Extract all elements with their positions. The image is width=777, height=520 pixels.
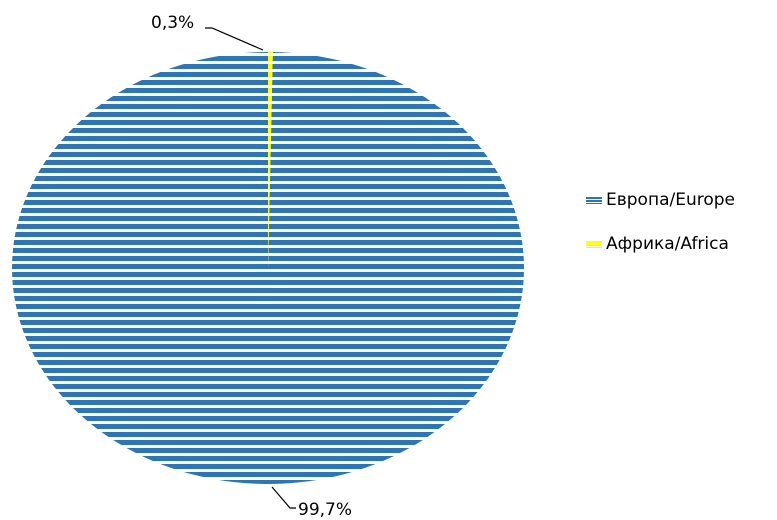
legend-swatch-africa [586,240,602,248]
pie-slice-africa [268,52,273,268]
legend-swatch-europe [586,196,602,204]
legend-label-europe: Европа/Europe [606,190,735,210]
chart-legend: Европа/Europe Африка/Africa [586,190,735,278]
data-label-africa: 0,3% [151,13,194,33]
legend-label-africa: Африка/Africa [606,234,729,254]
pie-slice-europe [11,52,524,484]
leader-line-europe [271,486,296,509]
legend-item-europe: Европа/Europe [586,190,735,210]
legend-item-africa: Африка/Africa [586,234,735,254]
data-label-europe: 99,7% [298,500,352,520]
leader-line-africa [205,27,264,51]
